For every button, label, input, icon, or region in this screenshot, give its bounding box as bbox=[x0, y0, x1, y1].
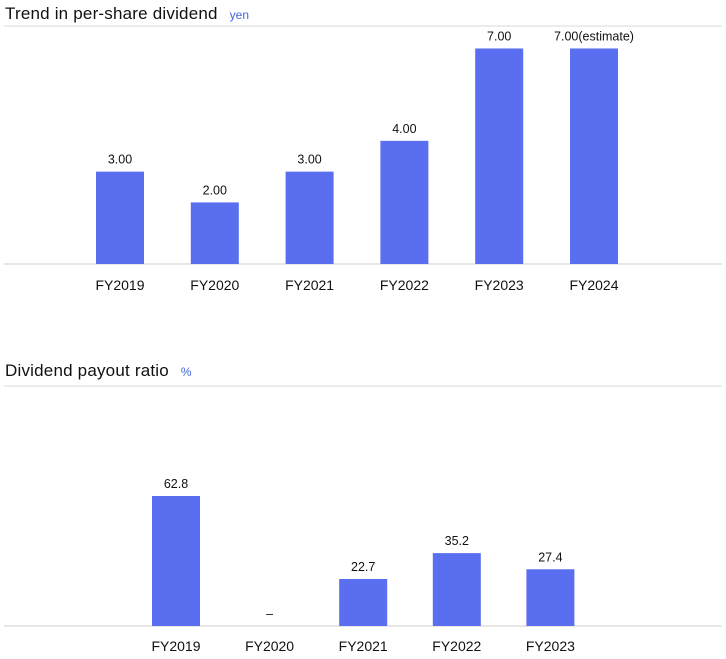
dividend-chart-unit: yen bbox=[229, 8, 250, 22]
dividend-chart-title: Trend in per-share dividend bbox=[5, 4, 218, 23]
dividend-data-label-fy2023: 7.00 bbox=[487, 29, 511, 43]
dividend-bar-fy2023 bbox=[475, 48, 524, 265]
payout-tick-label-fy2022: FY2022 bbox=[432, 638, 481, 654]
dividend-chart-header: Trend in per-share dividend yen bbox=[5, 4, 249, 24]
dividend-tick-label-fy2023: FY2023 bbox=[475, 277, 524, 293]
dividend-tick-label-fy2022: FY2022 bbox=[380, 277, 429, 293]
payout-data-label-fy2020: – bbox=[266, 607, 273, 621]
dividend-data-label-fy2021: 3.00 bbox=[297, 153, 321, 167]
dividend-tick-label-fy2024: FY2024 bbox=[569, 277, 618, 293]
dividend-bar-fy2020 bbox=[190, 202, 239, 264]
dividend-chart-svg: 3.00 FY2019 2.00 FY2020 3.00 FY2021 4.00 FY2022… bbox=[4, 25, 722, 293]
payout-data-label-fy2021: 22.7 bbox=[351, 560, 375, 574]
payout-tick-label-fy2019: FY2019 bbox=[151, 638, 200, 654]
payout-chart-title: Dividend payout ratio bbox=[5, 361, 169, 380]
payout-bar-fy2019 bbox=[152, 495, 200, 626]
dividend-bar-fy2022 bbox=[380, 140, 429, 264]
payout-data-label-fy2023: 27.4 bbox=[538, 550, 562, 564]
dividend-data-label-fy2019: 3.00 bbox=[108, 153, 132, 167]
dividend-data-label-fy2024: 7.00(estimate) bbox=[554, 29, 634, 43]
payout-chart-header: Dividend payout ratio % bbox=[5, 361, 192, 381]
dividend-data-label-fy2022: 4.00 bbox=[392, 122, 416, 136]
dividend-chart-panel: Trend in per-share dividend yen 3.00 FY20… bbox=[0, 0, 726, 320]
dividend-tick-label-fy2021: FY2021 bbox=[285, 277, 334, 293]
dividend-tick-label-fy2020: FY2020 bbox=[190, 277, 239, 293]
payout-tick-label-fy2023: FY2023 bbox=[526, 638, 575, 654]
dividend-bar-fy2019 bbox=[96, 171, 144, 264]
payout-data-label-fy2019: 62.8 bbox=[164, 477, 188, 491]
payout-data-label-fy2022: 35.2 bbox=[445, 534, 469, 548]
dividend-bar-fy2021 bbox=[285, 171, 334, 264]
dividend-tick-label-fy2019: FY2019 bbox=[95, 277, 144, 293]
payout-bar-fy2021 bbox=[339, 579, 388, 626]
payout-tick-label-fy2021: FY2021 bbox=[339, 638, 388, 654]
payout-tick-label-fy2020: FY2020 bbox=[245, 638, 294, 654]
payout-bar-fy2023 bbox=[526, 569, 575, 626]
payout-chart-unit: % bbox=[180, 365, 192, 379]
dividend-bar-fy2024 bbox=[570, 48, 618, 265]
dividend-data-label-fy2020: 2.00 bbox=[203, 183, 227, 197]
payout-bar-fy2022 bbox=[432, 553, 481, 626]
